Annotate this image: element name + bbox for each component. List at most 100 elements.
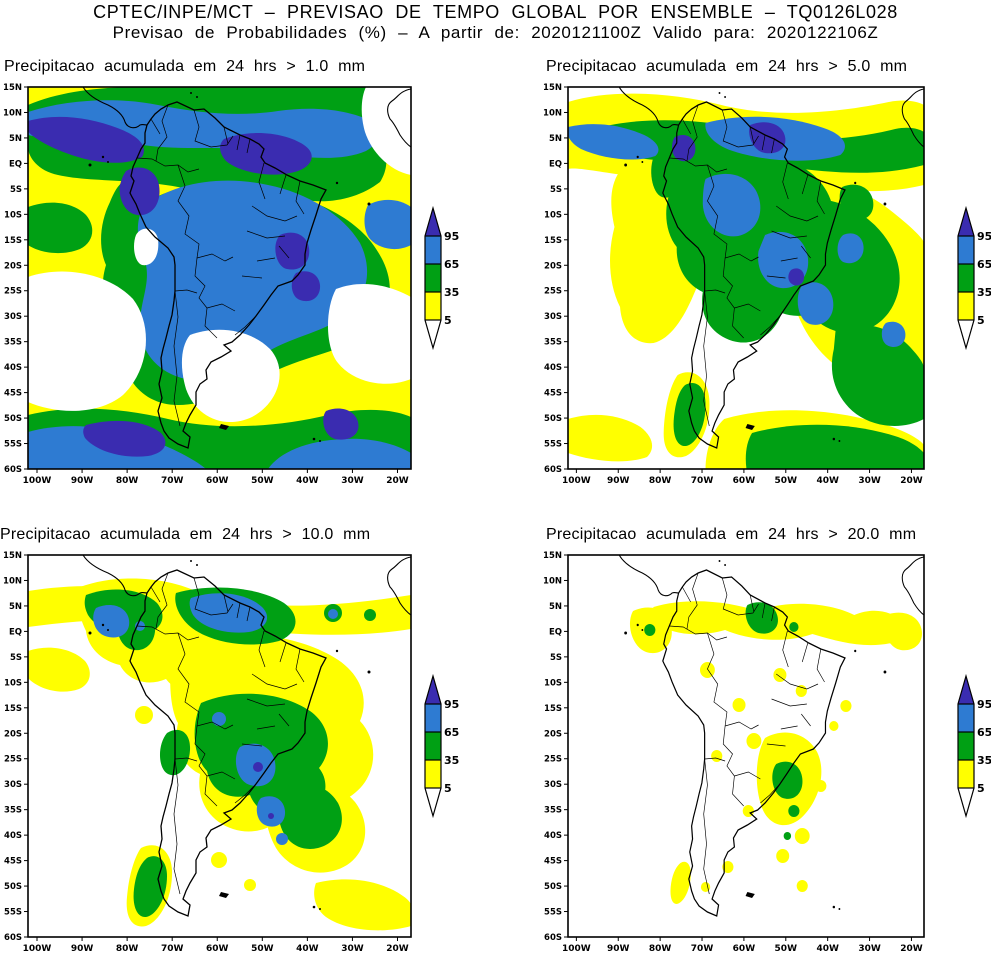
island-dot <box>190 560 192 562</box>
lon-tick-label: 30W <box>858 476 881 486</box>
central-america-coastline <box>618 87 679 129</box>
country-border <box>780 725 798 730</box>
country-border <box>278 713 290 727</box>
lat-tick-label: 60S <box>544 933 562 943</box>
country-border <box>173 758 181 895</box>
country-border <box>155 104 169 162</box>
island-dot <box>745 424 755 430</box>
lon-tick-label: 80W <box>116 944 139 954</box>
country-border <box>782 630 789 668</box>
country-border <box>682 118 691 135</box>
lat-tick-label: 55S <box>4 908 22 918</box>
country-border <box>246 138 251 154</box>
lat-tick-label: 15N <box>3 83 22 93</box>
island-dot <box>624 631 628 635</box>
country-border <box>686 572 699 630</box>
panel-4-title: Precipitacao acumulada em 24 hrs > 20.0 … <box>546 526 917 543</box>
island-dot <box>854 181 857 185</box>
lat-tick-label: 25S <box>4 755 22 765</box>
lat-tick-label: 35S <box>544 338 562 348</box>
lat-tick-label: 35S <box>4 806 22 816</box>
lat-tick-label: 30S <box>544 780 562 790</box>
island-dot <box>883 202 887 206</box>
country-border <box>801 713 811 727</box>
country-border <box>704 289 726 294</box>
country-border <box>194 725 208 777</box>
colorbar-label: 95 <box>977 698 991 711</box>
island-dot <box>832 437 836 441</box>
country-border <box>196 721 234 730</box>
country-border <box>782 162 789 200</box>
country-border <box>771 230 807 239</box>
island-dot <box>196 96 198 98</box>
south-america-coastline <box>662 569 846 917</box>
lat-tick-label: 30S <box>544 312 562 322</box>
island-dot <box>101 623 105 627</box>
map-area <box>28 87 411 469</box>
colorbar: 95 65 35 5 <box>957 673 991 819</box>
country-border <box>801 642 809 663</box>
country-border <box>703 290 710 427</box>
colorbar-label: 35 <box>977 286 991 299</box>
country-border <box>223 126 229 145</box>
country-border <box>246 698 286 707</box>
island-dot <box>319 440 321 442</box>
lat-tick-label: 10N <box>3 576 22 586</box>
country-border <box>707 164 728 259</box>
lat-tick-label: 30S <box>4 780 22 790</box>
lat-tick-label: EQ <box>9 627 22 637</box>
country-border <box>194 257 208 309</box>
lon-tick-label: 80W <box>116 476 139 486</box>
lat-tick-label: 60S <box>4 933 22 943</box>
island-dot <box>636 155 639 159</box>
lat-tick-label: 5N <box>549 602 562 612</box>
country-border <box>801 245 811 259</box>
country-border <box>256 725 276 730</box>
lon-tick-label: 70W <box>161 944 184 954</box>
map-frame <box>567 86 925 470</box>
lat-tick-label: 15N <box>543 551 562 561</box>
lon-tick-label: 100W <box>562 944 591 954</box>
lat-tick-label: 35S <box>544 806 562 816</box>
lat-tick-label: 25S <box>544 755 562 765</box>
header-line-1: CPTEC/INPE/MCT – PREVISAO DE TEMPO GLOBA… <box>93 2 898 22</box>
country-border <box>279 174 287 195</box>
lon-tick-label: 20W <box>900 476 923 486</box>
country-border <box>258 630 266 668</box>
island-dot <box>724 564 727 566</box>
colorbar-label: 65 <box>977 258 991 271</box>
lon-tick-label: 70W <box>691 476 714 486</box>
lat-tick-label: 25S <box>4 287 22 297</box>
lat-tick-label: 40S <box>544 363 562 373</box>
lat-tick-label: 15S <box>544 236 562 246</box>
colorbar: 95 65 35 5 <box>957 205 991 351</box>
country-border <box>234 783 257 804</box>
lat-tick-label: 15N <box>3 551 22 561</box>
lat-tick-label: 15S <box>544 704 562 714</box>
lat-tick-label: 5S <box>10 185 22 195</box>
island-dot <box>190 92 192 94</box>
island-dot <box>335 649 339 653</box>
country-border <box>150 586 161 603</box>
lat-tick-label: 45S <box>4 389 22 399</box>
map-panel-3: 15N 10N 5N EQ 5S 10S 15S 20S 25S 30S 35S 40S 45S 50S 5… <box>3 551 459 954</box>
lon-tick-label: 50W <box>775 944 798 954</box>
country-border <box>279 642 287 663</box>
lon-tick-label: 90W <box>607 476 630 486</box>
country-border <box>732 307 744 339</box>
lon-tick-label: 90W <box>71 476 94 486</box>
lon-tick-label: 80W <box>649 476 672 486</box>
country-border <box>136 625 200 641</box>
island-dot <box>641 629 644 631</box>
lat-tick-label: EQ <box>549 159 562 169</box>
lon-tick-label: 40W <box>816 944 839 954</box>
island-dot <box>312 437 316 441</box>
country-border <box>707 632 728 727</box>
map-panel-2: 15N 10N 5N EQ 5S 10S 15S 20S 25S 30S 35S 40S 45S 50S 5… <box>543 83 991 486</box>
map-panel-4: 15N 10N 5N EQ 5S 10S 15S 20S 25S 30S 35S 40S 45S 50S 5… <box>543 551 991 954</box>
lon-tick-label: 60W <box>206 944 229 954</box>
colorbar: 95 65 35 5 <box>424 205 459 351</box>
island-dot <box>832 905 836 909</box>
lon-tick-label: 20W <box>386 476 409 486</box>
country-border <box>761 134 766 151</box>
